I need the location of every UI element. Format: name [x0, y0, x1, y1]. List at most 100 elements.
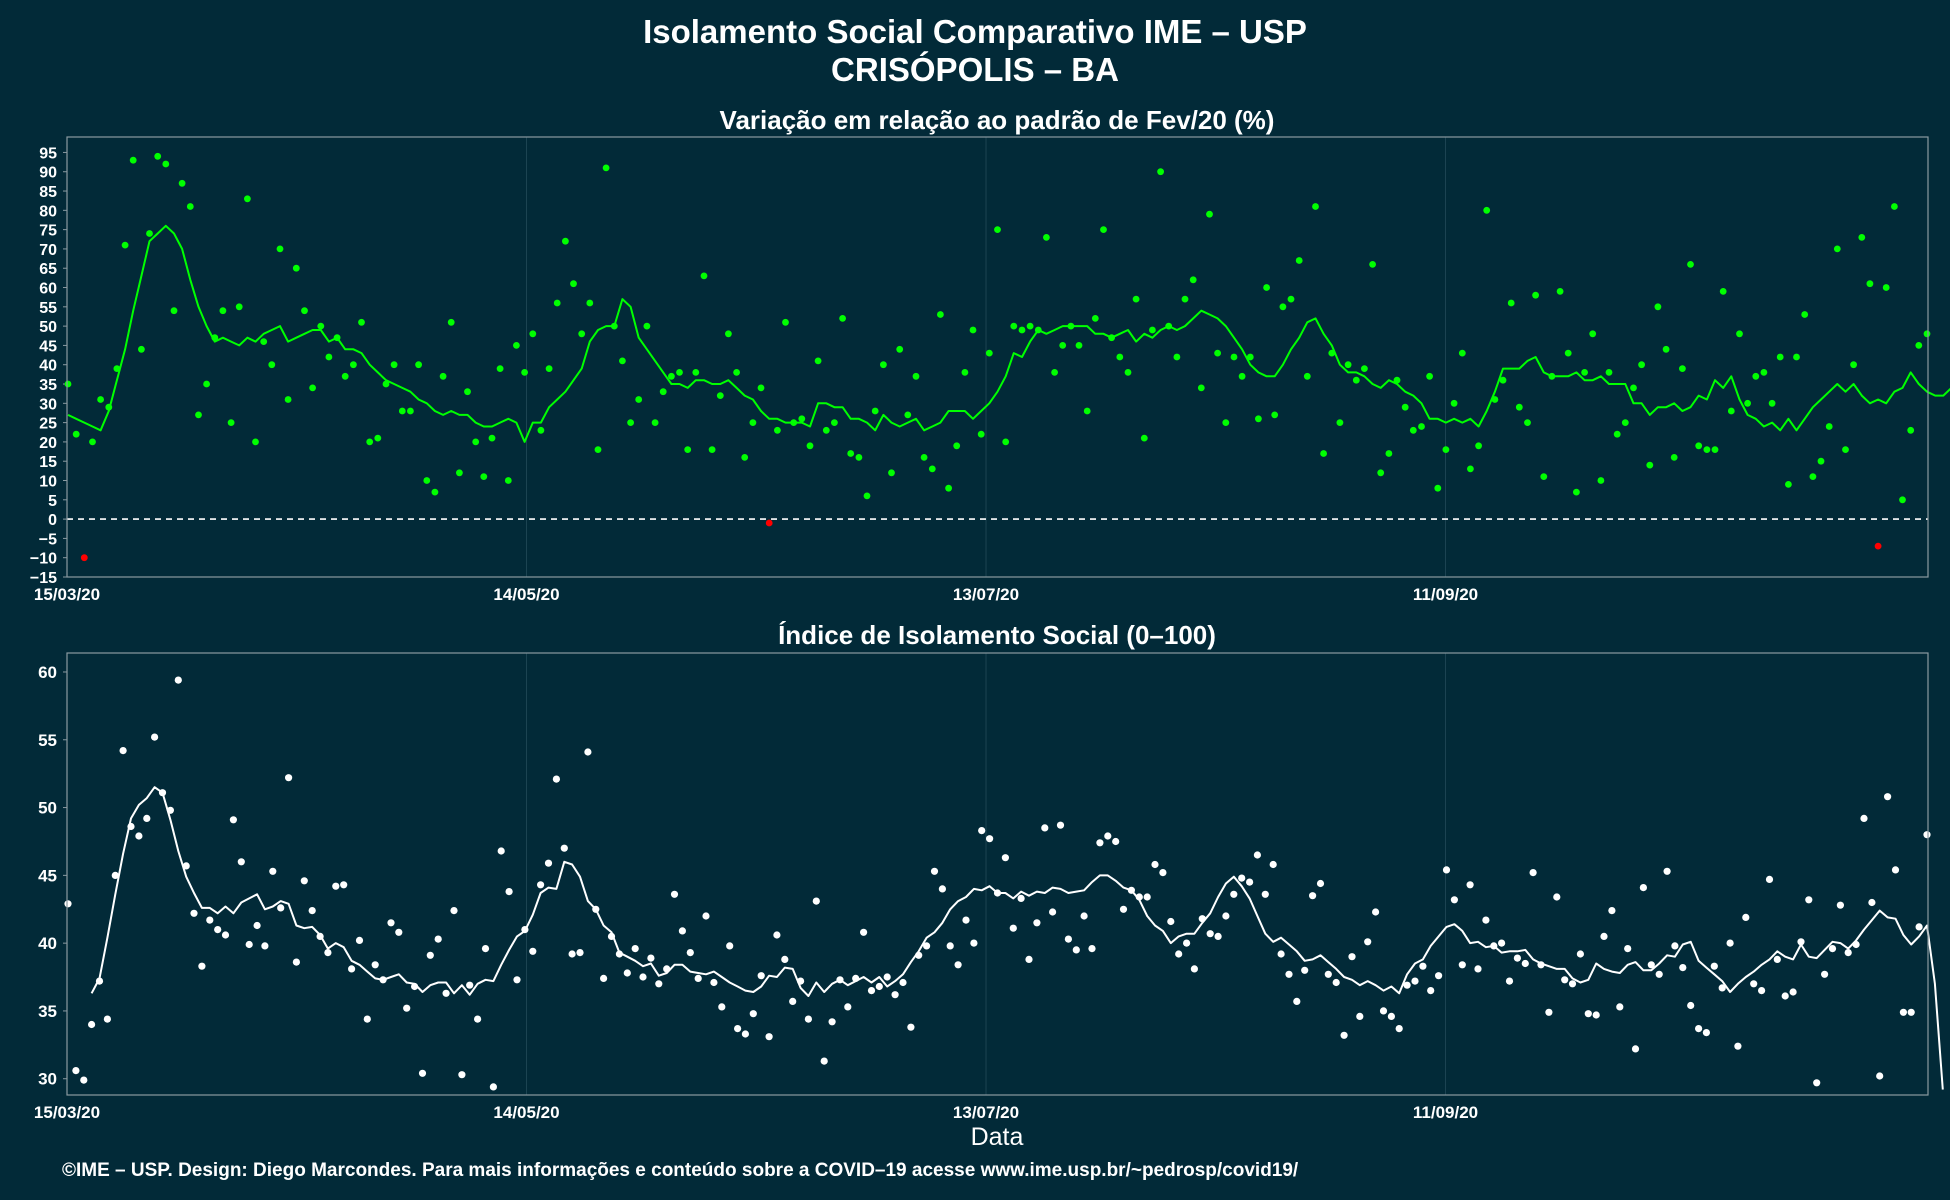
data-point: [782, 318, 789, 326]
data-point: [1017, 894, 1025, 903]
data-point: [529, 947, 537, 955]
data-point: [970, 939, 978, 947]
data-point: [1246, 878, 1254, 886]
data-point: [1206, 930, 1214, 938]
data-point: [1736, 330, 1743, 338]
data-point: [1809, 473, 1817, 480]
data-point: [1515, 403, 1523, 411]
data-point: [174, 676, 182, 684]
data-point: [710, 978, 718, 987]
data-point: [1836, 901, 1844, 909]
data-point: [594, 446, 602, 453]
data-point: [1271, 411, 1279, 419]
data-point: [1001, 854, 1010, 862]
data-point: [371, 961, 379, 969]
data-point: [867, 987, 876, 995]
data-point: [439, 372, 447, 380]
data-point: [700, 272, 708, 280]
data-point: [831, 419, 838, 426]
data-point: [1727, 407, 1735, 415]
data-point: [1385, 450, 1393, 457]
data-point: [726, 942, 734, 950]
data-point: [350, 361, 357, 369]
data-point: [431, 488, 439, 496]
data-point: [1498, 939, 1506, 947]
data-point: [1529, 869, 1537, 877]
data-point: [113, 365, 121, 372]
data-point: [725, 330, 732, 338]
data-point: [1041, 824, 1049, 832]
data-point: [928, 465, 936, 473]
data-point: [403, 1004, 411, 1012]
data-point: [1395, 1025, 1403, 1033]
data-point: [836, 976, 844, 984]
data-point: [1616, 1003, 1624, 1011]
data-point: [1458, 961, 1466, 969]
data-point: [80, 554, 88, 562]
data-point: [651, 419, 659, 426]
data-point: [631, 945, 639, 953]
data-point: [214, 926, 222, 934]
data-point: [1710, 962, 1718, 970]
data-point: [1181, 295, 1189, 303]
data-point: [1293, 997, 1301, 1006]
data-point: [545, 365, 553, 372]
y-tick-label: 90: [39, 165, 57, 182]
y-tick-label: 40: [38, 934, 57, 953]
data-point: [774, 426, 781, 434]
y-tick-label: 15: [39, 454, 57, 471]
y-tick-label: 45: [39, 338, 57, 355]
data-point: [1214, 349, 1221, 357]
data-point: [562, 237, 569, 245]
data-point: [1230, 890, 1238, 898]
y-tick-label: 10: [39, 474, 57, 491]
data-point: [316, 932, 324, 941]
data-point: [1197, 384, 1205, 392]
data-point: [366, 438, 374, 446]
y-tick-label: 30: [39, 396, 57, 413]
data-point: [899, 978, 907, 987]
data-point: [170, 307, 178, 315]
data-point: [105, 403, 113, 411]
data-point: [1670, 454, 1678, 461]
data-point: [211, 334, 219, 342]
x-tick-label: 13/07/20: [953, 1103, 1019, 1122]
data-point: [245, 940, 253, 949]
data-point: [203, 380, 211, 388]
data-point: [1088, 945, 1096, 953]
data-point: [1726, 939, 1734, 947]
x-tick-label: 13/07/20: [953, 585, 1019, 604]
data-point: [300, 877, 308, 885]
panel-title: Variação em relação ao padrão de Fev/20 …: [720, 105, 1275, 135]
data-point: [1285, 970, 1293, 978]
y-tick-label: 5: [48, 493, 57, 510]
data-point: [1287, 295, 1295, 303]
data-point: [292, 958, 300, 966]
data-point: [1765, 875, 1774, 884]
data-point: [1075, 342, 1083, 349]
x-tick-label: 14/05/20: [493, 585, 559, 604]
data-point: [1010, 322, 1018, 330]
data-point: [1844, 949, 1852, 957]
data-point: [1253, 851, 1261, 859]
data-point: [1797, 938, 1805, 946]
data-point: [1356, 1012, 1364, 1021]
data-point: [962, 916, 970, 924]
data-point: [915, 951, 923, 959]
data-point: [1850, 361, 1857, 369]
y-tick-label: 65: [39, 261, 57, 278]
data-point: [1521, 959, 1529, 968]
data-point: [143, 814, 151, 823]
data-point: [340, 881, 348, 889]
data-point: [702, 912, 710, 920]
data-point: [269, 867, 277, 875]
data-point: [765, 519, 773, 527]
data-point: [325, 353, 333, 361]
data-point: [1466, 881, 1474, 889]
data-point: [586, 299, 594, 307]
data-point: [1418, 423, 1425, 430]
data-point: [1821, 970, 1829, 978]
y-tick-label: 30: [38, 1070, 57, 1089]
data-point: [1104, 832, 1112, 840]
data-point: [734, 1025, 742, 1033]
